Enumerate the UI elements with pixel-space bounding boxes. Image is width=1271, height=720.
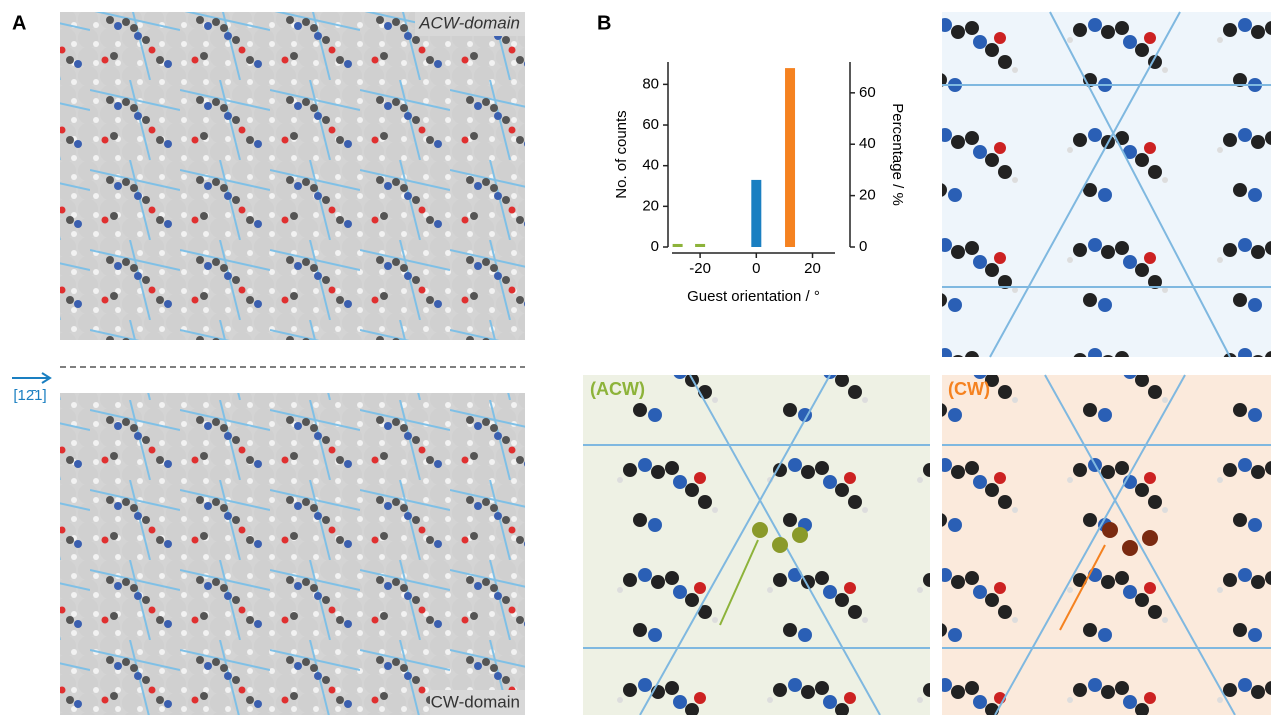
domain-label: CW-domain	[431, 692, 520, 711]
direction-label: [12̄1]	[13, 387, 46, 404]
molecular-network	[60, 393, 525, 715]
domain-label: ACW-domain	[418, 13, 520, 32]
guest-atom	[1122, 540, 1138, 556]
panel-tag: (CW)	[948, 379, 990, 399]
guest-atom	[752, 522, 768, 538]
molecular-model	[942, 12, 1271, 357]
guest-atom	[772, 537, 788, 553]
panel-tag: (ACW)	[590, 379, 645, 399]
x-axis-label: Guest orientation / °	[687, 288, 820, 305]
figure: A ACW-domain [12̄1] CW-domain B (ACW) (C…	[0, 0, 1271, 715]
y-tick-label: 80	[642, 75, 659, 92]
y-tick-label: 20	[642, 197, 659, 214]
guest-atom	[1102, 522, 1118, 538]
bar	[751, 180, 761, 247]
y-tick-label: 40	[642, 157, 659, 174]
molecular-network	[60, 12, 525, 340]
guest-atom	[792, 527, 808, 543]
y2-axis-label: Percentage / %	[889, 103, 906, 206]
panel-label: A	[12, 12, 26, 34]
y-tick-label: 0	[651, 238, 659, 255]
y-axis-label: No. of counts	[613, 110, 630, 198]
y2-tick-label: 60	[859, 84, 876, 101]
y2-tick-label: 40	[859, 135, 876, 152]
y2-tick-label: 20	[859, 187, 876, 204]
bar	[785, 68, 795, 247]
molecular-model	[942, 375, 1271, 715]
x-tick-label: 0	[752, 260, 760, 277]
y2-tick-label: 0	[859, 238, 867, 255]
x-tick-label: 20	[804, 260, 821, 277]
bar	[695, 244, 705, 247]
page: {"panels": {"a_label": "A", "b_label": "…	[0, 0, 1271, 715]
panel-label: B	[597, 12, 611, 34]
x-tick-label: -20	[689, 260, 711, 277]
bar	[673, 244, 683, 247]
y-tick-label: 60	[642, 116, 659, 133]
guest-atom	[1142, 530, 1158, 546]
